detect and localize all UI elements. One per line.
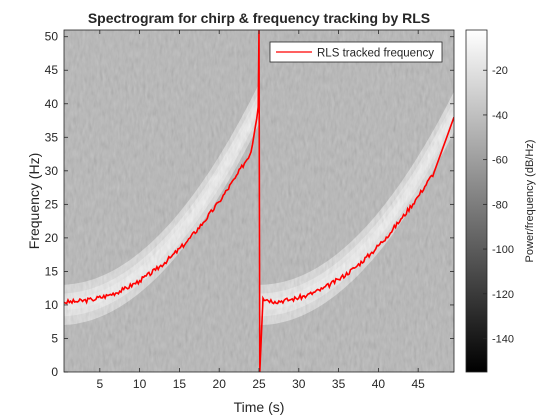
colorbar-tick-label: -80 xyxy=(492,199,508,211)
x-tick-label: 45 xyxy=(412,377,426,391)
x-tick-label: 5 xyxy=(96,377,103,391)
x-tick-label: 20 xyxy=(213,377,227,391)
legend: RLS tracked frequency xyxy=(269,41,443,63)
colorbar-tick-label: -140 xyxy=(492,333,514,345)
y-tick-label: 40 xyxy=(45,97,59,111)
y-tick-label: 35 xyxy=(45,130,59,144)
x-tick-label: 25 xyxy=(252,377,266,391)
colorbar-gradient xyxy=(465,29,488,373)
x-tick-label: 15 xyxy=(173,377,187,391)
y-tick-label: 25 xyxy=(45,197,59,211)
x-tick-label: 10 xyxy=(133,377,147,391)
rls-tracked-frequency-line xyxy=(64,30,454,372)
colorbar: -140 -120 -100 -80 -60 -40 -20 Power/frequency… xyxy=(465,29,536,373)
legend-entry: RLS tracked frequency xyxy=(317,48,434,60)
colorbar-ticks: -140 -120 -100 -80 -60 -40 -20 xyxy=(483,65,514,345)
colorbar-tick-label: -100 xyxy=(492,244,514,256)
colorbar-tick-label: -120 xyxy=(492,289,514,301)
x-tick-label: 40 xyxy=(372,377,386,391)
y-tick-label: 10 xyxy=(45,298,59,312)
y-tick-label: 45 xyxy=(45,63,59,77)
spectrogram-area xyxy=(64,30,454,372)
x-tick-label: 30 xyxy=(292,377,306,391)
x-tick-label: 35 xyxy=(332,377,346,391)
y-tick-label: 20 xyxy=(45,231,59,245)
colorbar-tick-label: -20 xyxy=(492,65,508,77)
x-axis-label: Time (s) xyxy=(234,399,285,415)
x-axis-ticks: 5 10 15 20 25 30 35 40 45 xyxy=(96,30,425,391)
y-axis-ticks: 0 5 10 15 20 25 30 35 40 45 50 xyxy=(45,30,454,379)
y-axis-label: Frequency (Hz) xyxy=(26,153,42,249)
chart-title: Spectrogram for chirp & frequency tracki… xyxy=(88,10,430,26)
colorbar-tick-label: -40 xyxy=(492,110,508,122)
y-tick-label: 50 xyxy=(45,30,59,44)
y-tick-label: 30 xyxy=(45,164,59,178)
y-tick-label: 0 xyxy=(51,365,58,379)
y-tick-label: 15 xyxy=(45,264,59,278)
y-tick-label: 5 xyxy=(51,331,58,345)
colorbar-tick-label: -60 xyxy=(492,155,508,167)
colorbar-label: Power/frequency (dB/Hz) xyxy=(524,140,536,263)
legend-box xyxy=(269,41,443,63)
